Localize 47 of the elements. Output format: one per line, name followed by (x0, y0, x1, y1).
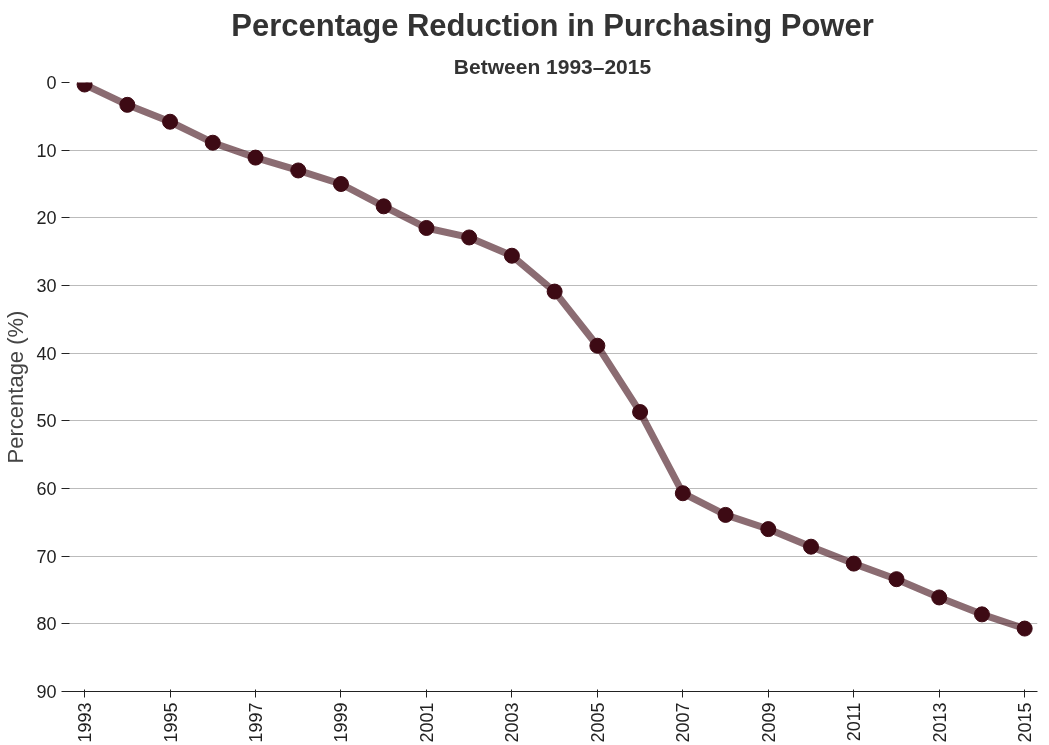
point (461, 229, 478, 246)
x-tick-label: 1995 (160, 702, 181, 743)
y-tick-label: 30 (36, 276, 57, 296)
y-tick-label: 20 (36, 208, 57, 229)
x-tick-label: 2011 (844, 702, 865, 742)
x-tick-label: 2015 (1015, 702, 1036, 743)
x-tick-label: 2001 (416, 702, 437, 743)
y-tick-label: 50 (36, 411, 57, 432)
y-tick-label: 0 (46, 73, 57, 93)
x-tick-label: 2009 (758, 702, 779, 743)
point (632, 404, 649, 421)
y-tick-label: 90 (36, 682, 57, 702)
point (760, 521, 777, 538)
y-axis-title: Percentage (%) (3, 310, 29, 464)
point (888, 571, 905, 588)
y-tick-label: 70 (36, 546, 57, 567)
point (290, 162, 307, 179)
point (375, 198, 392, 215)
y-tick-label: 40 (36, 343, 57, 364)
x-tick-label: 1997 (246, 702, 267, 743)
y-tick-label: 80 (36, 614, 57, 635)
x-tick-label: 1993 (75, 702, 96, 743)
point (803, 538, 820, 555)
point (204, 134, 221, 151)
chart-title: Percentage Reduction in Purchasing Power (231, 7, 874, 43)
chart-subtitle: Between 1993–2015 (453, 54, 652, 78)
point (332, 176, 349, 192)
point (973, 606, 990, 623)
point (717, 506, 734, 523)
point (931, 589, 948, 606)
x-tick-label: 2003 (502, 702, 523, 743)
x-tick-label: 2005 (587, 702, 608, 743)
point (418, 220, 435, 236)
point (119, 96, 136, 113)
point (589, 337, 606, 354)
point (1016, 620, 1033, 637)
x-tick-label: 2013 (929, 702, 950, 743)
point (247, 149, 264, 166)
point (162, 113, 179, 130)
point (546, 283, 563, 300)
x-tick-label: 2007 (673, 702, 694, 743)
point (674, 485, 691, 502)
point (503, 247, 520, 264)
y-tick-label: 60 (36, 479, 57, 499)
y-tick-label: 10 (36, 140, 57, 161)
point (845, 555, 862, 572)
x-tick-label: 1999 (331, 702, 352, 743)
